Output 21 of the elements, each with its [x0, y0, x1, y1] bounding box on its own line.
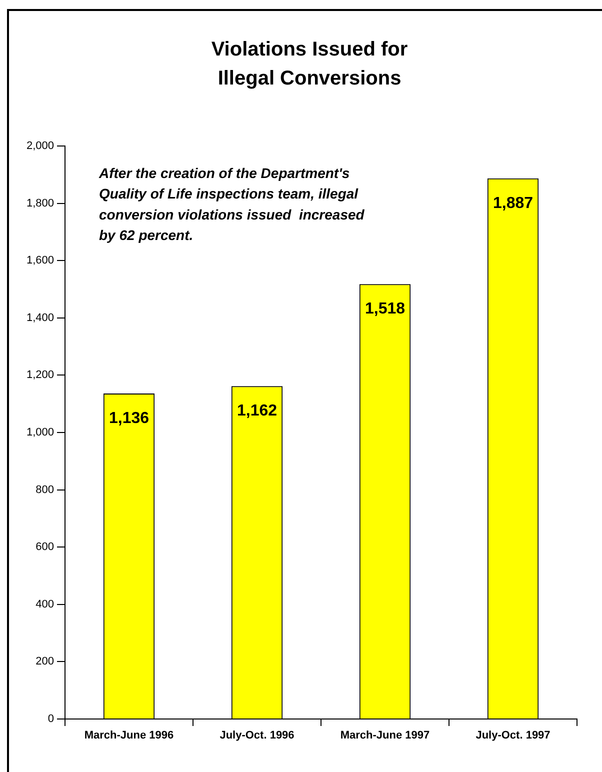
y-tick-label: 200	[36, 656, 54, 668]
y-tick-label: 1,600	[26, 254, 54, 267]
x-tick-label: March-June 1996	[84, 730, 174, 742]
x-tick-label: March-June 1997	[340, 730, 430, 742]
data-label: 1,136	[108, 410, 150, 427]
y-tick-label: 1,000	[26, 426, 54, 439]
y-tick-label: 1,400	[26, 312, 54, 324]
y-tick-label: 1,200	[26, 369, 54, 382]
data-label: 1,518	[364, 300, 406, 318]
chart-title: Violations Issued for Illegal Conversions	[211, 38, 408, 90]
y-tick-label: 600	[36, 541, 54, 554]
y-tick-label: 400	[36, 598, 54, 610]
x-tick-label: July-Oct. 1997	[476, 730, 550, 742]
y-tick-label: 0	[48, 713, 54, 726]
annotation: After the creation of the Department's Quality of Life inspections team, illegal conversion violations issued increased by 62 percent.	[98, 164, 365, 243]
y-tick-label: 1,800	[26, 197, 54, 210]
data-label: 1,162	[236, 402, 278, 420]
y-tick-label: 2,000	[26, 140, 54, 152]
data-label: 1,887	[492, 194, 534, 212]
y-tick-label: 800	[36, 484, 54, 496]
x-tick-label: July-Oct. 1996	[220, 730, 294, 742]
